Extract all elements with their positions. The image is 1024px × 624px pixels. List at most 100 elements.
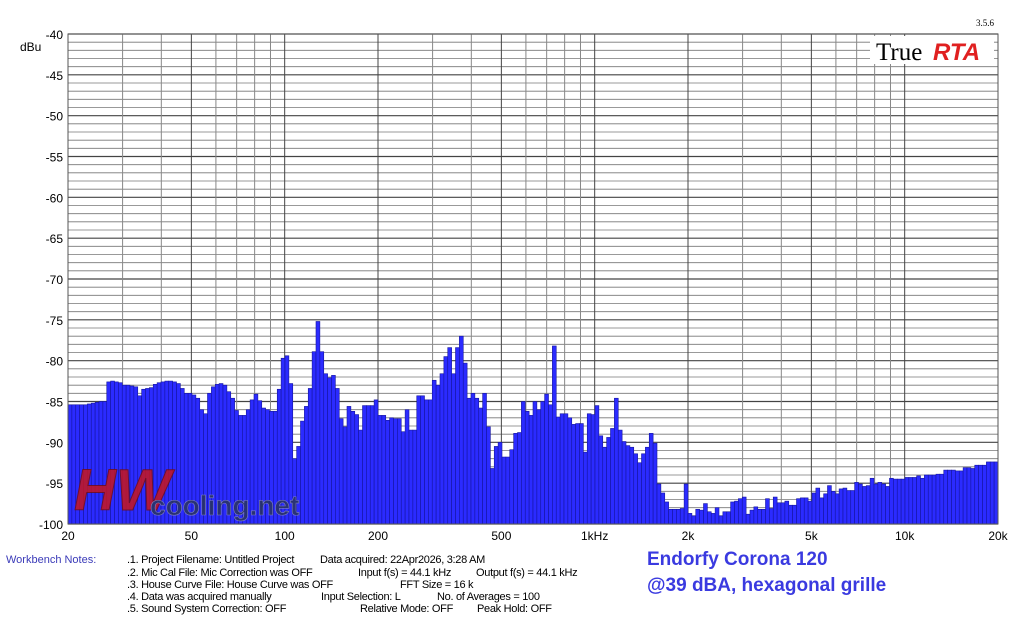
spectrum-bar (962, 467, 968, 525)
spectrum-bar (858, 483, 863, 525)
spectrum-bar (865, 485, 871, 525)
spectrum-bar (683, 483, 689, 525)
y-tick-label: -85 (46, 396, 64, 410)
spectrum-bar (718, 515, 724, 525)
spectrum-bar (710, 513, 716, 525)
spectrum-bar (478, 407, 483, 525)
spectrum-bar (943, 469, 948, 525)
spectrum-bar (338, 418, 344, 525)
spectrum-bar (373, 399, 379, 525)
spectrum-bar (354, 414, 359, 525)
spectrum-bar (912, 477, 917, 525)
spectrum-bar (521, 401, 526, 525)
spectrum-bar (501, 456, 507, 525)
spectrum-bar (854, 482, 859, 525)
spectrum-bar (397, 418, 402, 525)
spectrum-bar (563, 413, 569, 525)
hwcooling-watermark: HW cooling.net (74, 458, 300, 524)
spectrum-bar (544, 393, 549, 525)
spectrum-bar (776, 502, 782, 525)
y-axis-ticks: -40 -45 -50 -55 -60 -65 -70 -75 -80 -85 -90 -95 -100 (39, 28, 63, 532)
spectrum-bar (490, 468, 495, 525)
spectrum-bar (889, 477, 894, 525)
spectrum-bar (703, 503, 708, 525)
y-tick-label: -40 (46, 28, 64, 42)
spectrum-bar (974, 464, 979, 525)
spectrum-bar (555, 416, 561, 525)
note-line-2: .2. Mic Cal File: Mic Correction was OFF (127, 567, 313, 579)
spectrum-bar (304, 406, 309, 525)
y-tick-label: -45 (46, 69, 64, 83)
spectrum-bar (939, 473, 945, 525)
input-selection: Input Selection: L (321, 591, 401, 603)
spectrum-bar (745, 513, 751, 525)
spectrum-bar (726, 511, 731, 525)
spectrum-bar (331, 375, 336, 525)
spectrum-bar (823, 493, 828, 525)
spectrum-bar (362, 405, 367, 525)
x-axis-ticks: 20 50 100 200 500 1kHz 2k 5k 10k 20k (61, 529, 1008, 543)
annotation-subtitle: @39 dBA, hexagonal grille (647, 575, 887, 596)
watermark-site: cooling.net (150, 490, 299, 521)
workbench-notes-label: Workbench Notes: (6, 554, 97, 566)
version-label: 3.5.6 (976, 18, 994, 28)
spectrum-bar (668, 508, 673, 525)
spectrum-bar (846, 490, 852, 525)
spectrum-bar (896, 478, 902, 525)
spectrum-bar (672, 508, 677, 525)
spectrum-bar (900, 478, 906, 525)
spectrum-bar (881, 483, 886, 525)
averages: No. of Averages = 100 (437, 591, 540, 603)
spectrum-bar (978, 464, 983, 525)
peak-hold: Peak Hold: OFF (477, 603, 552, 615)
spectrum-bar (474, 397, 480, 525)
spectrum-bar (637, 462, 642, 525)
spectrum-bar (583, 451, 588, 525)
spectrum-bar (656, 483, 662, 525)
x-tick-label: 20 (61, 529, 75, 543)
x-tick-label: 50 (185, 529, 199, 543)
spectrum-bar (346, 406, 352, 525)
spectrum-bar (482, 393, 487, 525)
annotation-title: Endorfy Corona 120 (647, 549, 828, 570)
spectrum-bar (408, 429, 414, 525)
spectrum-bar (749, 509, 755, 525)
spectrum-bar (462, 362, 468, 525)
spectrum-bar (594, 405, 600, 525)
spectrum-bar (327, 377, 332, 525)
spectrum-bar (335, 388, 340, 525)
spectrum-bar (893, 478, 898, 525)
spectrum-bar (598, 435, 604, 525)
spectrum-bar (916, 475, 921, 525)
spectrum-bar (660, 492, 666, 525)
spectrum-bar (834, 493, 840, 525)
spectrum-bar (540, 401, 545, 525)
y-tick-label: -70 (46, 273, 64, 287)
spectrum-bar (404, 409, 410, 525)
spectrum-bar (358, 429, 363, 525)
spectrum-bar (509, 449, 514, 525)
spectrum-bar (958, 470, 964, 525)
spectrum-bar (815, 487, 821, 525)
output-fs: Output f(s) = 44.1 kHz (476, 567, 578, 579)
y-tick-label: -50 (46, 110, 64, 124)
x-tick-label: 20k (988, 529, 1008, 543)
spectrum-bar (614, 397, 619, 525)
spectrum-bar (579, 423, 584, 525)
spectrum-bar (652, 442, 658, 525)
y-tick-label: -55 (46, 151, 64, 165)
y-tick-label: -100 (39, 518, 63, 532)
spectrum-bar (552, 345, 557, 525)
spectrum-bar (455, 347, 460, 525)
spectrum-bar (629, 446, 635, 525)
spectrum-bar (517, 432, 522, 525)
spectrum-bar (645, 446, 650, 525)
spectrum-bar (753, 506, 759, 525)
spectrum-bar (831, 491, 836, 525)
spectrum-bar (796, 498, 801, 525)
spectrum-bar (610, 428, 615, 525)
spectrum-bar (459, 335, 464, 525)
logo-bg (870, 36, 994, 64)
spectrum-bar (381, 415, 387, 525)
